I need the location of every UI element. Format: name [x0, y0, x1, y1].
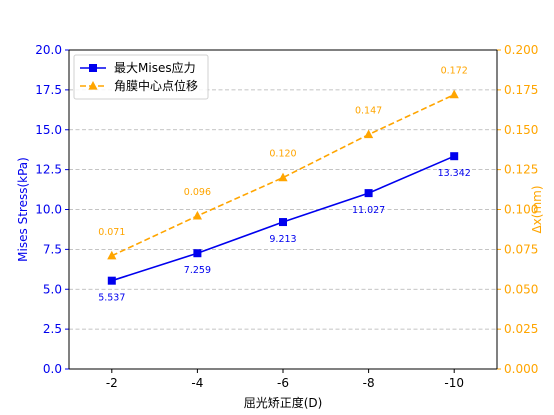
- y-left-tick-label: 17.5: [35, 83, 62, 97]
- data-point-stress: [364, 189, 373, 198]
- legend-box: [73, 54, 209, 100]
- y-right-tick-label: 0.175: [504, 83, 538, 97]
- legend-item-displacement: 角膜中心点位移: [80, 78, 198, 93]
- y-right-tick-label: 0.150: [504, 123, 538, 137]
- data-label-displacement: 0.120: [269, 149, 296, 160]
- axes: 0.0 0.000 2.5 0.025 5.0 0.050 7.5 0.075 10.0 0.10…: [35, 43, 538, 390]
- y-left-tick-label: 15.0: [35, 123, 62, 137]
- data-label-stress: 13.342: [438, 168, 471, 179]
- data-point-displacement: [278, 172, 288, 182]
- legend-label-stress: 最大Mises应力: [114, 60, 196, 75]
- series-layer: [107, 89, 459, 285]
- data-point-stress: [107, 276, 116, 285]
- data-point-stress: [450, 152, 459, 161]
- y-left-tick-label: 7.5: [43, 242, 62, 256]
- y-left-tick-label: 2.5: [43, 322, 62, 336]
- y-axis-right-label: Δx(mm): [530, 185, 544, 233]
- grid-lines: [69, 89, 497, 330]
- y-right-tick-label: 0.050: [504, 282, 538, 296]
- data-label-stress: 7.259: [184, 265, 211, 276]
- data-point-displacement: [449, 89, 459, 99]
- y-right-tick-label: 0.075: [504, 242, 538, 256]
- x-tick-label: -10: [444, 376, 464, 390]
- x-tick-label: -8: [363, 376, 375, 390]
- y-right-tick-label: 0.000: [504, 362, 538, 376]
- y-left-tick-label: 5.0: [43, 282, 62, 296]
- data-label-stress: 5.537: [98, 293, 125, 304]
- data-point-stress: [193, 249, 202, 258]
- y-left-tick-label: 20.0: [35, 43, 62, 57]
- y-right-tick-label: 0.025: [504, 322, 538, 336]
- y-left-tick-label: 10.0: [35, 203, 62, 217]
- data-point-displacement: [364, 129, 374, 139]
- data-label-displacement: 0.147: [355, 106, 382, 117]
- y-right-tick-label: 0.100: [504, 203, 538, 217]
- x-tick-label: -2: [106, 376, 118, 390]
- legend-item-stress: 最大Mises应力: [80, 60, 196, 75]
- data-label-stress: 11.027: [352, 205, 385, 216]
- x-tick-label: -4: [191, 376, 203, 390]
- y-left-tick-label: 12.5: [35, 163, 62, 177]
- legend-label-displacement: 角膜中心点位移: [114, 78, 198, 93]
- data-label-displacement: 0.172: [441, 66, 468, 77]
- data-labels: 5.537 7.259 9.213 11.027 13.342 0.071 0.096 0.1…: [98, 66, 471, 304]
- data-label-displacement: 0.071: [98, 227, 125, 238]
- y-left-tick-label: 0.0: [43, 362, 62, 376]
- legend: 最大Mises应力 角膜中心点位移: [73, 54, 209, 100]
- data-label-displacement: 0.096: [184, 187, 211, 198]
- data-point-displacement: [192, 210, 202, 220]
- y-right-tick-label: 0.200: [504, 43, 538, 57]
- x-axis-label: 屈光矫正度(D): [244, 395, 323, 410]
- data-point-displacement: [107, 250, 117, 260]
- series-line-1: [111, 93, 455, 257]
- x-tick-label: -6: [277, 376, 289, 390]
- legend-marker-stress: [89, 64, 97, 72]
- y-axis-left-label: Mises Stress(kPa): [16, 157, 30, 262]
- legend-marker-displacement: [88, 81, 98, 90]
- y-right-tick-label: 0.125: [504, 163, 538, 177]
- data-point-stress: [279, 218, 287, 227]
- data-label-stress: 9.213: [269, 234, 296, 245]
